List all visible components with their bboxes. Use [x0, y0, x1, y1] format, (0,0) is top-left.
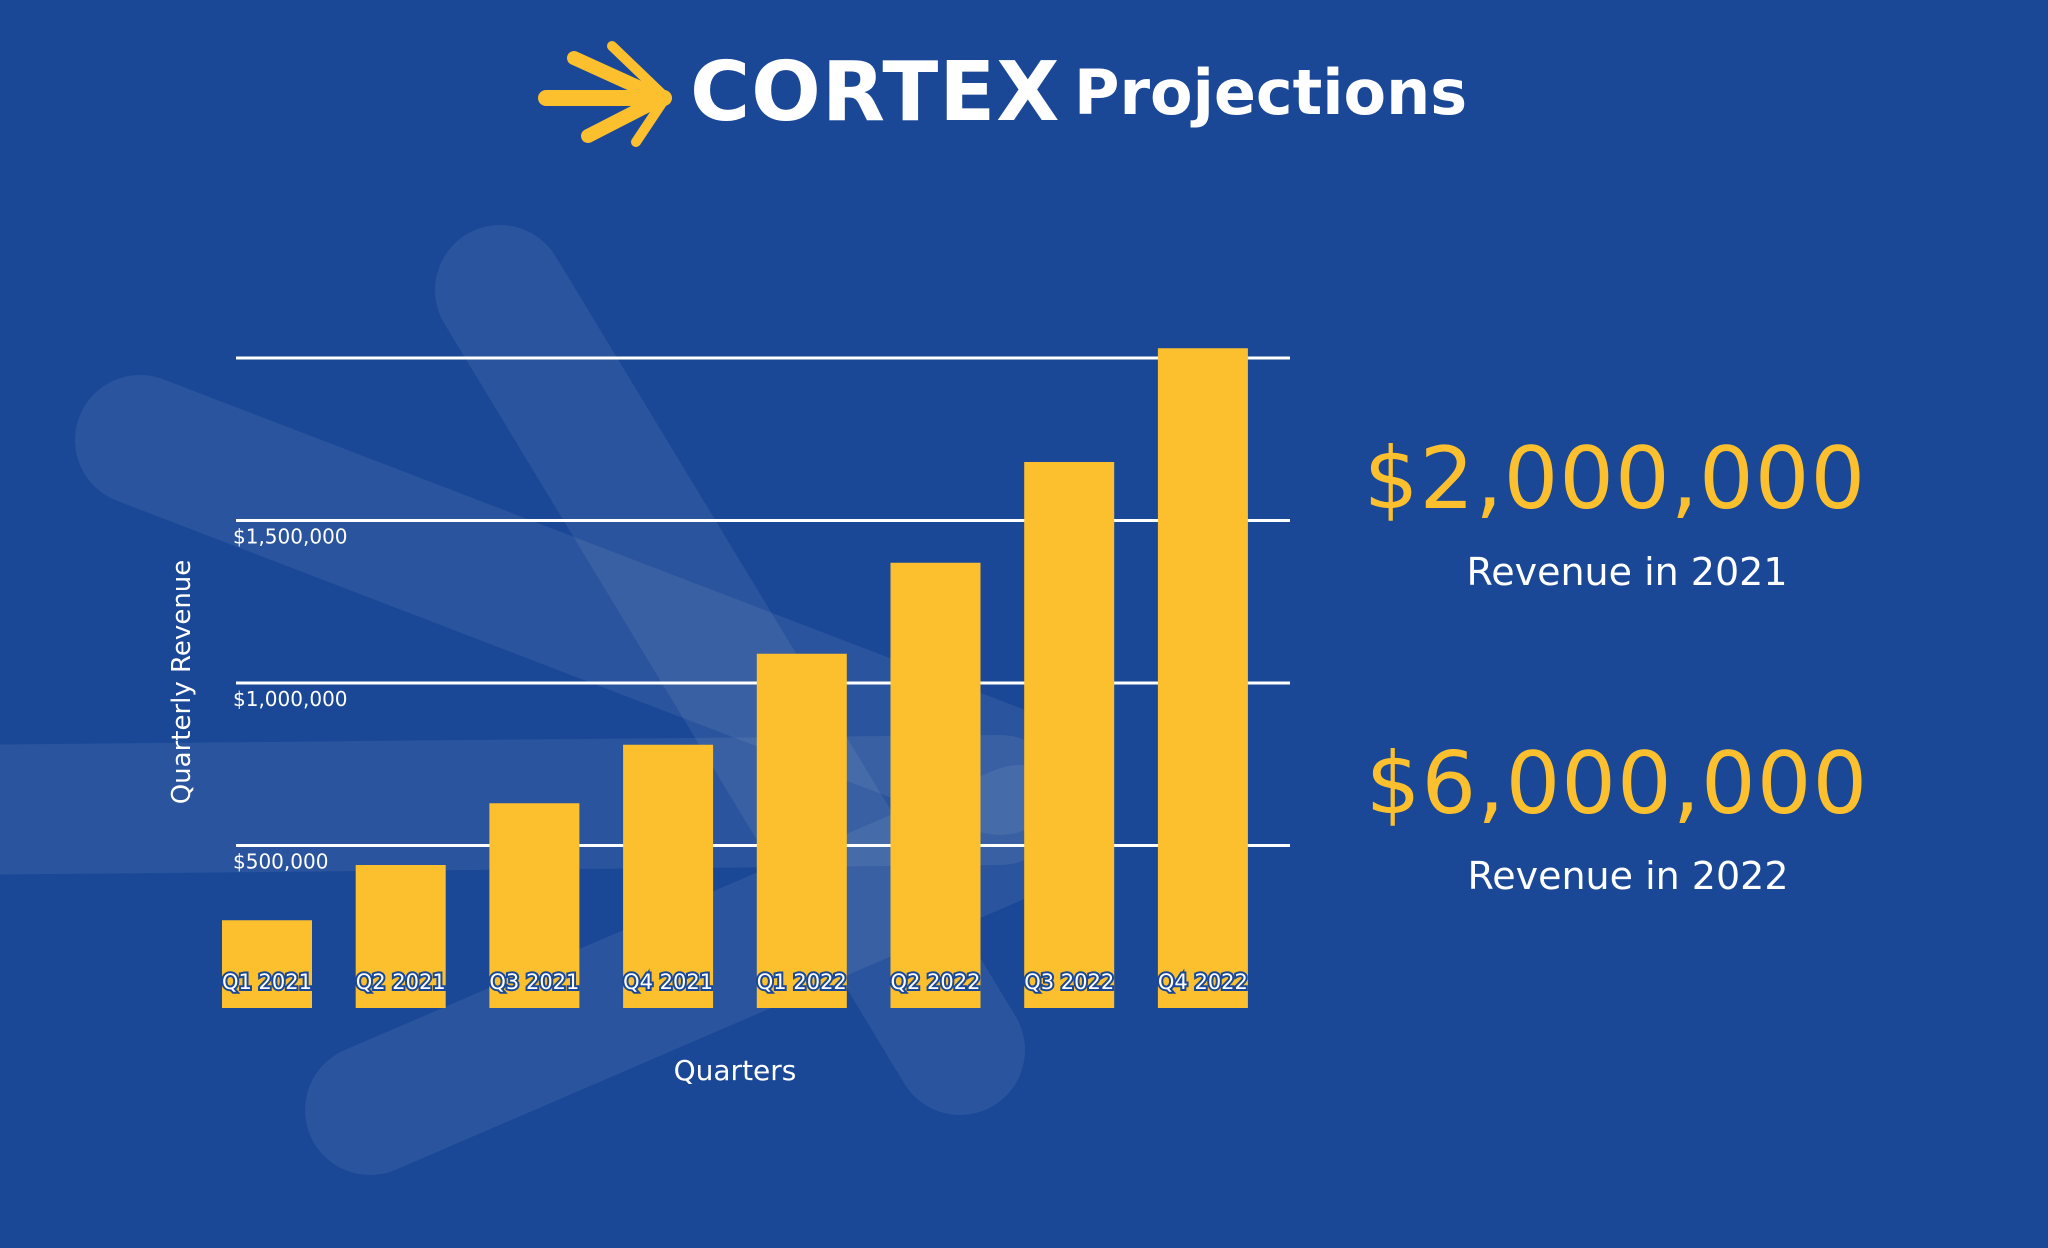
stat-2022-label: Revenue in 2022 [1467, 854, 1789, 898]
page-title: Projections [1074, 56, 1468, 129]
bar [756, 653, 847, 1008]
bar [355, 865, 446, 1008]
bar [489, 803, 580, 1008]
x-tick-label: Q2 2022 [890, 970, 980, 994]
bar [222, 920, 312, 1008]
brand-name: CORTEX [690, 45, 1061, 140]
x-tick-label: Q1 2022 [757, 970, 847, 994]
bar [1024, 462, 1115, 1008]
bar [890, 562, 981, 1008]
bar [1157, 348, 1248, 1008]
x-axis-title: Quarters [674, 1054, 797, 1087]
stat-2021-value: $2,000,000 [1363, 429, 1867, 529]
stat-2021-label: Revenue in 2021 [1466, 550, 1788, 594]
x-tick-label: Q3 2022 [1024, 970, 1114, 994]
bar [623, 744, 714, 1008]
x-tick-label: Q4 2022 [1158, 970, 1248, 994]
x-tick-label: Q2 2021 [356, 970, 446, 994]
x-tick-label: Q3 2021 [489, 970, 579, 994]
y-tick-label: $1,000,000 [233, 687, 348, 711]
y-tick-label: $1,500,000 [233, 525, 348, 549]
header: CORTEX Projections [0, 0, 2048, 200]
x-tick-label: Q4 2021 [623, 970, 713, 994]
x-tick-label: Q1 2021 [222, 970, 312, 994]
cortex-logo-icon [538, 41, 672, 147]
stat-2022-value: $6,000,000 [1365, 734, 1869, 834]
y-axis-title: Quarterly Revenue [167, 560, 197, 805]
y-tick-label: $500,000 [233, 850, 328, 874]
